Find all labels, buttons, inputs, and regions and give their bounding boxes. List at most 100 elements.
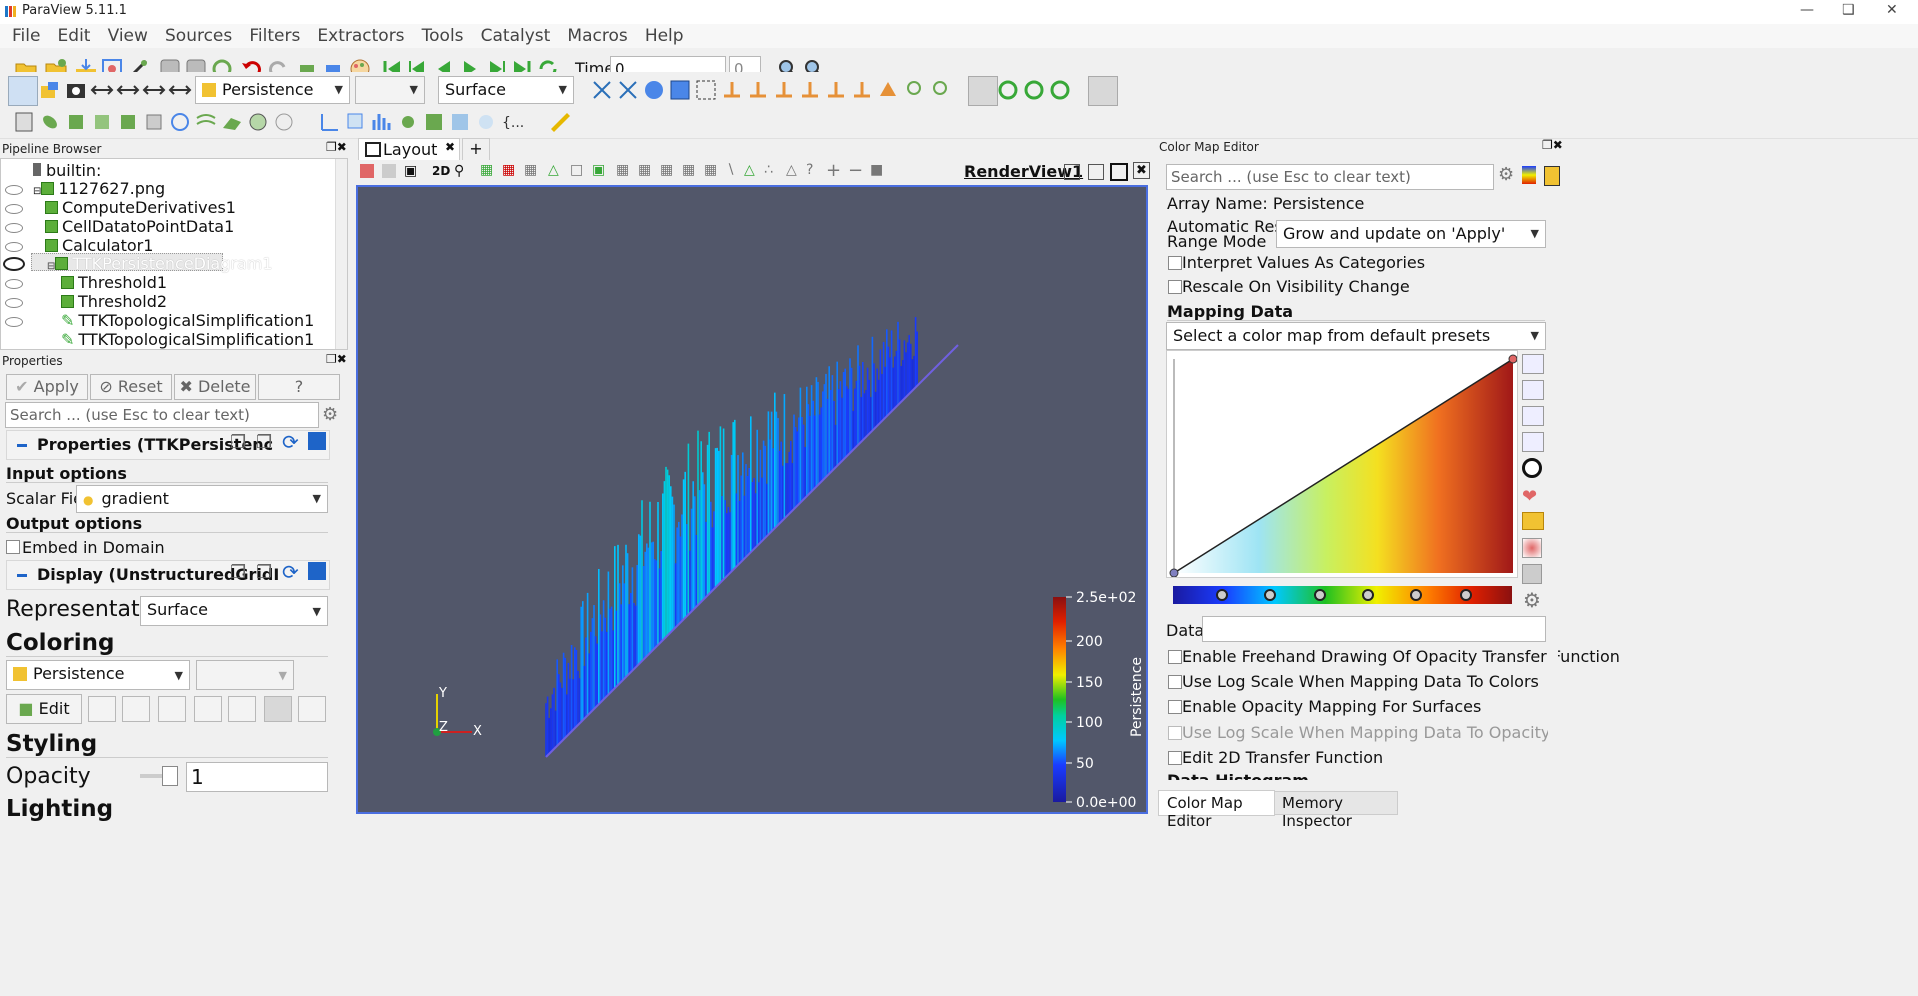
select-polygon-points-icon[interactable]: ▦ (682, 162, 696, 178)
shrink-selection-icon[interactable]: ∴ (764, 162, 773, 178)
clear-selection-icon[interactable]: ▦ (704, 162, 718, 178)
hover-points-icon[interactable]: ▦ (616, 162, 630, 178)
view-2d-toggle[interactable]: 2D (432, 164, 451, 178)
probe-icon[interactable] (396, 110, 420, 134)
visibility-eye-icon[interactable] (5, 204, 23, 214)
select-block-icon[interactable]: ▦ (524, 162, 538, 178)
interactive-select-icon[interactable]: ▣ (592, 162, 606, 178)
opacity-point-end[interactable] (1508, 354, 1517, 364)
view-minus-x-icon[interactable] (746, 78, 770, 102)
view-plus-x-icon[interactable] (720, 78, 744, 102)
preset-select[interactable]: Select a color map from default presets ▼ (1166, 322, 1546, 350)
rescale-temporal-icon[interactable] (142, 78, 166, 102)
pipeline-item-calculator[interactable]: Calculator1 (45, 236, 153, 255)
rescale-visible-icon[interactable] (1522, 432, 1544, 452)
plot-over-line-icon[interactable] (318, 110, 342, 134)
colormap-search-input[interactable]: Search ... (use Esc to clear text) (1166, 164, 1494, 190)
rescale-temporal-icon[interactable] (1522, 406, 1544, 426)
select-polygon-cells-icon[interactable]: ▦ (660, 162, 674, 178)
color-control-point[interactable] (1264, 589, 1276, 601)
add-layout-tab[interactable]: + (462, 138, 490, 162)
opacity-transfer-editor[interactable] (1166, 350, 1518, 578)
save-defaults-icon[interactable] (308, 432, 326, 450)
pipeline-item-compute-derivatives[interactable]: ComputeDerivatives1 (45, 198, 236, 217)
edit-colormap-icon[interactable] (38, 78, 62, 102)
color-control-point[interactable] (1216, 589, 1228, 601)
color-legend-toggle[interactable] (8, 76, 38, 106)
color-control-point[interactable] (1410, 589, 1422, 601)
python-calculator-icon[interactable] (422, 110, 446, 134)
tab-memory-inspector[interactable]: Memory Inspector (1274, 791, 1398, 830)
menu-edit[interactable]: Edit (57, 26, 91, 46)
data-value-input[interactable] (1202, 616, 1546, 642)
restore-icon[interactable]: ⟳ (282, 560, 299, 584)
group-datasets-icon[interactable] (246, 110, 270, 134)
zoom-icon[interactable]: ⚲ (454, 163, 465, 179)
color-transfer-canvas[interactable] (1166, 584, 1516, 606)
active-array-select[interactable]: Persistence ▼ (195, 76, 350, 104)
opacity-surfaces-checkbox[interactable] (1168, 700, 1182, 714)
subtract-selection-icon[interactable]: − (848, 160, 864, 181)
freehand-checkbox[interactable] (1168, 650, 1182, 664)
clip-icon[interactable] (64, 110, 88, 134)
menu-view[interactable]: View (107, 26, 148, 46)
rescale-custom-icon[interactable] (1522, 380, 1544, 400)
grow-selection-icon[interactable]: ∖ (726, 162, 735, 178)
advanced-gear-icon[interactable]: ⚙ (1498, 164, 1515, 185)
delete-button[interactable]: ✖ Delete (174, 374, 256, 400)
menu-filters[interactable]: Filters (249, 26, 301, 46)
capture-disabled-icon[interactable] (382, 164, 396, 178)
threshold-icon[interactable] (116, 110, 140, 134)
tab-color-map-editor[interactable]: Color Map Editor (1158, 790, 1275, 830)
colormap-legend-icon[interactable] (1544, 166, 1560, 186)
favorites-heart-icon[interactable]: ❤ (1522, 486, 1538, 507)
help-button[interactable]: ? (258, 374, 340, 400)
apply-button[interactable]: ✔ Apply (6, 374, 88, 400)
isometric-view-icon[interactable] (876, 78, 900, 102)
select-polygon-icon[interactable]: □ (570, 162, 584, 178)
restore-icon[interactable]: ⟳ (282, 430, 299, 454)
rotate-minus-90-icon[interactable] (928, 78, 952, 102)
component-select[interactable]: ▼ (355, 76, 425, 104)
visibility-eye-icon[interactable] (5, 317, 23, 327)
screenshot-icon[interactable]: ▣ (404, 163, 418, 179)
python-script-icon[interactable]: {...} (500, 110, 524, 134)
menu-tools[interactable]: Tools (421, 26, 464, 46)
contour-icon[interactable] (38, 110, 62, 134)
rescale-custom-range-button[interactable] (158, 696, 186, 722)
menu-extractors[interactable]: Extractors (317, 26, 405, 46)
color-legend-bar[interactable] (1053, 597, 1066, 802)
view-minus-y-icon[interactable] (798, 78, 822, 102)
zoom-box-icon[interactable] (668, 78, 692, 102)
reset-closest-icon[interactable] (616, 78, 640, 102)
interpret-categories-checkbox[interactable] (1168, 256, 1182, 270)
color-legend-icon[interactable] (1522, 564, 1542, 584)
visibility-eye-icon[interactable] (5, 185, 23, 195)
slice-icon[interactable] (90, 110, 114, 134)
zoom-to-data-icon[interactable] (642, 78, 666, 102)
close-icon[interactable]: ✕ (1886, 2, 1898, 18)
opacity-input[interactable]: 1 (186, 762, 328, 792)
color-control-points[interactable] (1216, 589, 1472, 601)
query-icon[interactable]: ? (806, 162, 814, 178)
pipeline-item-builtin[interactable]: builtin: (33, 161, 101, 180)
close-tab-icon[interactable]: ✖ (445, 140, 456, 154)
layout-tab[interactable]: Layout #1 ✖ (358, 138, 460, 178)
pipeline-item-image[interactable]: ⊟ 1127627.png (33, 179, 166, 198)
select-cells-icon[interactable]: ▦ (480, 162, 494, 178)
view-minus-z-icon[interactable] (850, 78, 874, 102)
reset-center-icon[interactable] (1022, 78, 1046, 102)
representation-dropdown[interactable]: Surface ▼ (140, 596, 328, 626)
properties-search-input[interactable]: Search ... (use Esc to clear text) (5, 402, 319, 428)
colormap-preset-icon[interactable] (1522, 166, 1536, 184)
calculator-icon[interactable] (12, 110, 36, 134)
warp-by-vector-icon[interactable] (220, 110, 244, 134)
maximize-view-icon[interactable] (1110, 163, 1128, 181)
pick-center-icon[interactable] (996, 78, 1020, 102)
select-points-icon[interactable]: ▦ (502, 162, 516, 178)
light-kit-toggle[interactable] (1088, 76, 1118, 106)
rotate-plus-90-icon[interactable] (902, 78, 926, 102)
orientation-axes-icon[interactable] (1048, 78, 1072, 102)
histogram-icon[interactable] (370, 110, 394, 134)
rescale-range-icon[interactable] (1522, 354, 1544, 374)
